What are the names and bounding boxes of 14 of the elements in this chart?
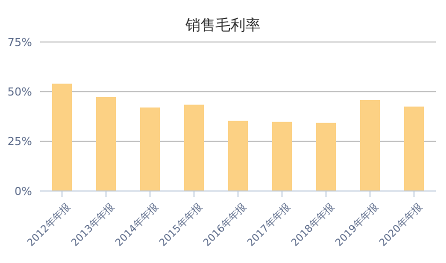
bar: [52, 84, 72, 191]
bar: [316, 122, 336, 191]
chart-title: 销售毛利率: [184, 16, 262, 35]
y-tick-label: 25%: [8, 135, 32, 148]
y-tick-label: 0%: [14, 184, 32, 198]
y-tick-label: 75%: [8, 36, 32, 49]
bar: [184, 104, 204, 191]
bar: [228, 120, 248, 191]
bar: [140, 108, 160, 191]
bar: [272, 122, 292, 191]
bar: [96, 97, 116, 191]
y-tick-label: 50%: [8, 86, 32, 99]
bar: [360, 100, 380, 191]
bar: [404, 106, 424, 191]
